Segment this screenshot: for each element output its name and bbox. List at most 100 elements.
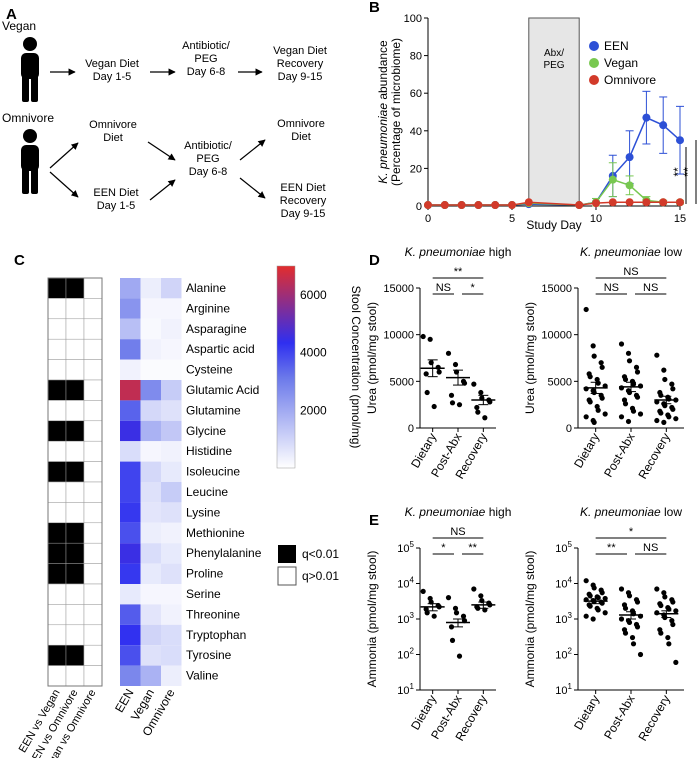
heat-cell-6-2 (161, 400, 182, 421)
point-0-10 (625, 153, 634, 162)
data-point-1-6 (622, 376, 629, 383)
row-label-11: Lysine (186, 505, 221, 519)
legend-marker-1 (589, 58, 599, 68)
data-point-0-0 (420, 588, 426, 594)
sig-cell-19-1 (65, 665, 85, 687)
y-tick-label-2: 10000 (383, 330, 414, 342)
sig-cell-6-1 (65, 400, 85, 422)
heat-cell-13-0 (120, 543, 141, 564)
data-point-1-2 (626, 358, 633, 364)
panel-b-chart: Abx/PEG 0 20 40 60 80 100 0 5 10 15 Study Day K. pne… (376, 13, 697, 232)
sig-frame (47, 277, 103, 687)
y-tick-label-1: 102 (555, 647, 572, 662)
data-point-0-20 (583, 414, 589, 420)
heat-cell-1-2 (161, 298, 182, 319)
y-tick-label-1: 102 (397, 647, 414, 662)
data-point-1-6 (449, 400, 456, 406)
data-point-2-14 (670, 621, 676, 628)
sig-legend-empty (277, 566, 297, 586)
sig-cell-16-1 (65, 604, 85, 626)
heat-cell-3-1 (140, 339, 161, 360)
een-step-1-line-1: Day 1-5 (97, 200, 136, 212)
y-tick-label-4: 105 (397, 540, 414, 555)
data-point-0-9 (602, 595, 608, 602)
row-label-13: Phenylalanine (186, 546, 262, 560)
y-tick-label-4: 105 (555, 540, 572, 555)
vegan-step-2-line-1: PEG (194, 53, 217, 65)
point-2-0 (424, 201, 432, 210)
y-tick-label-3: 15000 (383, 283, 414, 295)
sig-cell-1-1 (65, 298, 85, 320)
heat-cell-15-2 (161, 584, 182, 605)
data-point-0-6 (587, 593, 593, 599)
data-point-2-9 (673, 608, 679, 614)
data-point-1-19 (637, 411, 644, 417)
data-point-2-19 (673, 659, 679, 665)
chart-title: K. pneumoniae high (405, 245, 512, 259)
omni-step-2-line-0: Antibiotic/ (184, 140, 233, 152)
panel-d-high-chart: K. pneumoniae high 0 5000 10000 15000 Urea (p… (365, 245, 511, 481)
sig-cell-15-1 (65, 583, 85, 605)
sig-cell-5-1 (65, 379, 85, 401)
vegan-step-3-line-1: Recovery (277, 58, 324, 70)
arrow-omni-down (49, 171, 79, 198)
sig-cell-3-1 (65, 338, 85, 360)
data-point-2-10 (654, 610, 660, 616)
data-point-0-20 (583, 613, 589, 619)
data-point-1-3 (460, 613, 467, 619)
heat-cell-2-2 (161, 318, 182, 340)
sig-cell-10-2 (83, 481, 103, 503)
heat-cell-17-2 (161, 624, 182, 646)
panel-label-d: D (369, 252, 380, 269)
data-point-0-10 (583, 386, 589, 392)
heat-cell-4-0 (120, 359, 141, 380)
sig-cell-4-0 (47, 359, 67, 381)
omni-step-1-line-0: Omnivore (89, 119, 137, 131)
heat-cell-9-0 (120, 461, 141, 482)
legend-label-0: EEN (604, 39, 629, 53)
heat-cell-7-0 (120, 420, 141, 442)
data-point-1-4 (634, 599, 641, 605)
y-tick-label-2: 103 (397, 611, 414, 626)
point-2-13 (676, 198, 684, 207)
row-label-7: Glycine (186, 424, 226, 438)
point-2-2 (457, 201, 466, 210)
sig-cell-6-2 (83, 400, 103, 422)
data-point-0-1 (427, 336, 433, 342)
sig-cell-8-1 (65, 440, 85, 462)
data-point-2-7 (482, 415, 488, 421)
arrow-een-out (239, 177, 266, 199)
data-point-2-19 (673, 416, 679, 422)
row-label-18: Tyrosine (186, 648, 232, 662)
heat-cell-1-0 (120, 298, 141, 319)
data-point-0-7 (431, 403, 437, 410)
y-tick-label-1: 5000 (548, 376, 572, 388)
heat-cell-3-2 (161, 339, 182, 360)
sig-cell-13-0 (47, 542, 67, 564)
person-icon-omnivore (21, 129, 39, 194)
data-point-0-22 (591, 419, 597, 425)
colorbar-tick-0: 2000 (300, 403, 327, 417)
heat-cell-17-0 (120, 624, 141, 646)
heat-cell-14-2 (161, 563, 182, 584)
data-point-1-0 (445, 350, 452, 356)
y-axis-label-2: (Percentage of microbiome) (389, 38, 403, 186)
heat-cell-12-1 (140, 522, 161, 544)
row-label-12: Methionine (186, 526, 245, 540)
een-step-3-line-1: Recovery (280, 195, 327, 207)
data-point-2-6 (658, 392, 664, 398)
sig-cell-2-0 (47, 318, 67, 340)
data-point-2-14 (670, 406, 676, 412)
y-tick-label-3: 104 (555, 576, 572, 591)
data-point-1-6 (449, 637, 456, 643)
chart-title: K. pneumoniae high (405, 505, 512, 519)
heat-cell-18-1 (140, 645, 161, 666)
heat-cell-14-0 (120, 563, 141, 584)
y-tick-label-4: 80 (410, 51, 422, 63)
sig-cell-4-1 (65, 359, 85, 381)
data-point-1-14 (634, 394, 641, 400)
panel-e-low-chart: K. pneumoniae low 101 102 103 104 105 Ammonia … (523, 505, 684, 743)
heat-cell-9-2 (161, 461, 182, 482)
y-tick-label-1: 20 (410, 163, 422, 175)
data-point-2-0 (654, 352, 660, 358)
